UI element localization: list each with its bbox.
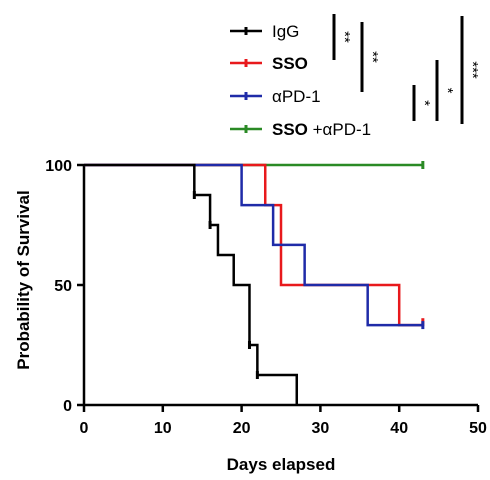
x-tick-label-10: 10 — [154, 420, 172, 437]
legend: IgG SSO αPD-1 SSO +αPD-1 — [230, 22, 371, 139]
y-axis-title: Probability of Survival — [14, 190, 33, 370]
x-tick-label-40: 40 — [390, 420, 408, 437]
x-tick-label-50: 50 — [469, 420, 487, 437]
y-tick-label-100: 100 — [45, 158, 72, 175]
ticks: 0 10 20 30 40 50 0 50 100 — [45, 158, 487, 437]
series-line-1 — [84, 163, 423, 327]
significance-label-3: * — [439, 88, 456, 94]
legend-label-3: SSO +αPD-1 — [272, 120, 371, 139]
legend-label-2: αPD-1 — [272, 87, 321, 106]
x-tick-label-20: 20 — [233, 420, 251, 437]
legend-label-1: SSO — [272, 54, 308, 73]
series-layer — [84, 161, 425, 405]
y-tick-label-0: 0 — [63, 398, 72, 415]
significance-label-1: ** — [364, 51, 381, 63]
significance-label-0: ** — [336, 31, 353, 43]
x-tick-label-0: 0 — [80, 420, 89, 437]
series-line-2 — [84, 163, 423, 327]
significance-label-4: *** — [464, 61, 481, 79]
series-line-0 — [84, 163, 299, 405]
significance-label-2: * — [416, 100, 433, 106]
y-tick-label-50: 50 — [54, 278, 72, 295]
significance-brackets: ********* — [332, 14, 481, 124]
x-axis-title: Days elapsed — [227, 455, 336, 474]
x-tick-label-30: 30 — [312, 420, 330, 437]
legend-label-0: IgG — [272, 22, 299, 41]
